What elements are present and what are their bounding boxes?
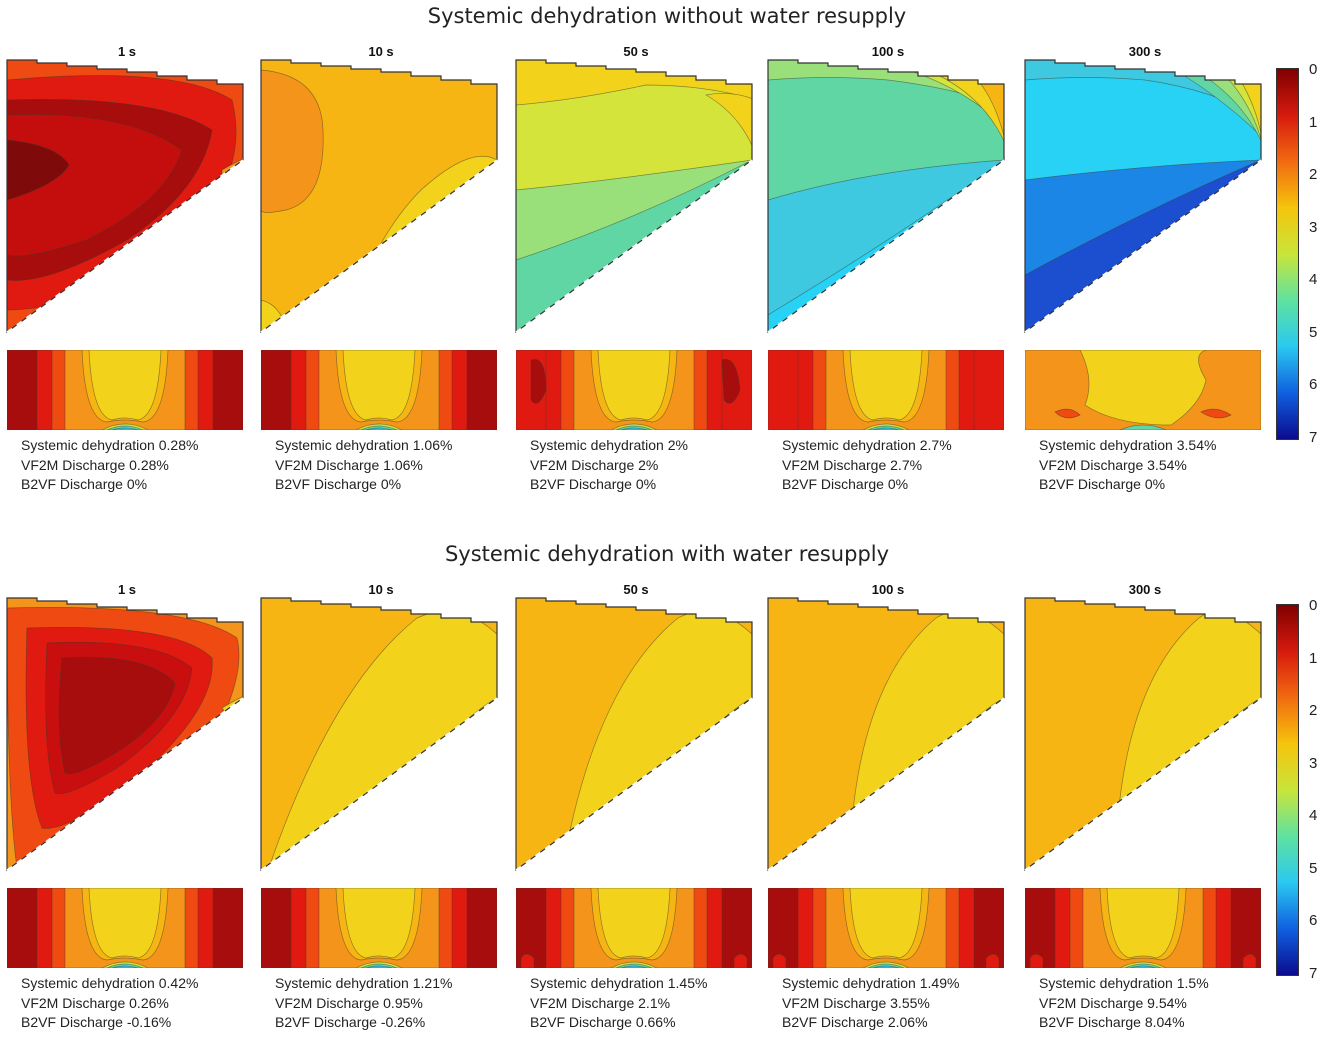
b2vf-discharge-value: B2VF Discharge -0.16% <box>21 1014 172 1030</box>
coronal-contour-plot <box>515 597 753 872</box>
vf2m-discharge-value: VF2M Discharge 0.28% <box>21 456 169 473</box>
time-label: 1 s <box>117 44 137 59</box>
time-label: 10 s <box>368 44 394 59</box>
colorbar-tick-label: 6 <box>1309 912 1318 930</box>
vf2m-discharge-value: VF2M Discharge 2% <box>530 456 659 473</box>
colorbar-tick-label: 4 <box>1309 271 1318 289</box>
coronal-contour-plot <box>767 59 1005 334</box>
coronal-contour-plot <box>260 597 498 872</box>
systemic-dehydration-value: Systemic dehydration 3.54% <box>1039 437 1217 453</box>
time-label: 100 s <box>871 44 905 59</box>
coronal-contour-plot <box>1024 59 1262 334</box>
b2vf-discharge-value: B2VF Discharge 0% <box>21 476 148 492</box>
coronal-contour-plot <box>1024 597 1262 872</box>
b2vf-discharge-value: B2VF Discharge 0.66% <box>530 1014 676 1030</box>
colorbar-tick-label: 0 <box>1309 597 1318 614</box>
vf2m-discharge-value: VF2M Discharge 2.7% <box>782 456 923 473</box>
axial-contour-plot <box>261 350 497 430</box>
colorbar-gradient <box>1276 604 1299 976</box>
panel-stats: Systemic dehydration 2.7% VF2M Discharge … <box>782 436 1008 495</box>
systemic-dehydration-value: Systemic dehydration 1.45% <box>530 975 708 991</box>
colorbar-tick-label: 7 <box>1309 429 1318 446</box>
systemic-dehydration-value: Systemic dehydration 0.28% <box>21 437 199 453</box>
b2vf-discharge-value: B2VF Discharge 0% <box>530 476 657 492</box>
axial-contour-plot <box>768 350 1004 430</box>
panel-stats: Systemic dehydration 0.28% VF2M Discharge… <box>21 436 247 495</box>
panel-stats: Systemic dehydration 1.06% VF2M Discharge… <box>275 436 501 495</box>
systemic-dehydration-value: Systemic dehydration 2.7% <box>782 437 952 453</box>
systemic-dehydration-value: Systemic dehydration 2% <box>530 437 688 453</box>
vf2m-discharge-value: VF2M Discharge 2.1% <box>530 994 671 1011</box>
axial-contour-plot <box>516 350 752 430</box>
colorbar-tick-label: 3 <box>1309 218 1318 236</box>
systemic-dehydration-value: Systemic dehydration 1.21% <box>275 975 453 991</box>
axial-contour-plot <box>1025 350 1261 430</box>
colorbar-tick-label: 5 <box>1309 323 1318 341</box>
b2vf-discharge-value: B2VF Discharge 0% <box>275 476 402 492</box>
coronal-contour-plot <box>6 59 244 334</box>
time-label: 50 s <box>623 582 649 597</box>
colorbar-tick-label: 5 <box>1309 859 1318 877</box>
axial-contour-plot <box>768 888 1004 968</box>
vf2m-discharge-value: VF2M Discharge 1.06% <box>275 456 423 473</box>
panel-stats: Systemic dehydration 1.49% VF2M Discharge… <box>782 974 1008 1033</box>
time-label: 300 s <box>1128 582 1162 597</box>
panel-stats: Systemic dehydration 3.54% VF2M Discharge… <box>1039 436 1265 495</box>
panel-stats: Systemic dehydration 1.21% VF2M Discharge… <box>275 974 501 1033</box>
coronal-contour-plot <box>260 59 498 334</box>
colorbar-tick-label: 2 <box>1309 166 1318 184</box>
colorbar-tick-label: 4 <box>1309 807 1318 825</box>
coronal-contour-plot <box>767 597 1005 872</box>
vf2m-discharge-value: VF2M Discharge 3.55% <box>782 994 930 1011</box>
panel-stats: Systemic dehydration 2% VF2M Discharge 2%… <box>530 436 756 495</box>
time-label: 10 s <box>368 582 394 597</box>
panel-stats: Systemic dehydration 0.42% VF2M Discharge… <box>21 974 247 1033</box>
axial-contour-plot <box>261 888 497 968</box>
time-label: 300 s <box>1128 44 1162 59</box>
vf2m-discharge-value: VF2M Discharge 0.95% <box>275 994 423 1011</box>
colorbar-tick-label: 3 <box>1309 754 1318 772</box>
time-label: 100 s <box>871 582 905 597</box>
vf2m-discharge-value: VF2M Discharge 9.54% <box>1039 994 1187 1011</box>
colorbar-tick-label: 7 <box>1309 965 1318 982</box>
axial-contour-plot <box>516 888 752 968</box>
panel-stats: Systemic dehydration 1.45% VF2M Discharge… <box>530 974 756 1033</box>
b2vf-discharge-value: B2VF Discharge 0% <box>782 476 909 492</box>
systemic-dehydration-value: Systemic dehydration 1.5% <box>1039 975 1209 991</box>
section-title-with-resupply: Systemic dehydration with water resupply <box>444 542 890 566</box>
coronal-contour-plot <box>515 59 753 334</box>
panel-stats: Systemic dehydration 1.5% VF2M Discharge … <box>1039 974 1265 1033</box>
colorbar-tick-label: 0 <box>1309 61 1318 78</box>
colorbar-tick-label: 1 <box>1309 649 1318 667</box>
axial-contour-plot <box>7 350 243 430</box>
systemic-dehydration-value: Systemic dehydration 0.42% <box>21 975 199 991</box>
colorbar-gradient <box>1276 68 1299 440</box>
b2vf-discharge-value: B2VF Discharge 8.04% <box>1039 1014 1185 1030</box>
coronal-contour-plot <box>6 597 244 872</box>
systemic-dehydration-value: Systemic dehydration 1.06% <box>275 437 453 453</box>
systemic-dehydration-value: Systemic dehydration 1.49% <box>782 975 960 991</box>
axial-contour-plot <box>1025 888 1261 968</box>
b2vf-discharge-value: B2VF Discharge 2.06% <box>782 1014 928 1030</box>
colorbar-tick-label: 2 <box>1309 702 1318 720</box>
vf2m-discharge-value: VF2M Discharge 3.54% <box>1039 456 1187 473</box>
vf2m-discharge-value: VF2M Discharge 0.26% <box>21 994 169 1011</box>
colorbar-tick-label: 1 <box>1309 113 1318 131</box>
axial-contour-plot <box>7 888 243 968</box>
time-label: 50 s <box>623 44 649 59</box>
section-title-without-resupply: Systemic dehydration without water resup… <box>427 4 907 28</box>
colorbar-tick-label: 6 <box>1309 376 1318 394</box>
b2vf-discharge-value: B2VF Discharge -0.26% <box>275 1014 426 1030</box>
time-label: 1 s <box>117 582 137 597</box>
b2vf-discharge-value: B2VF Discharge 0% <box>1039 476 1166 492</box>
